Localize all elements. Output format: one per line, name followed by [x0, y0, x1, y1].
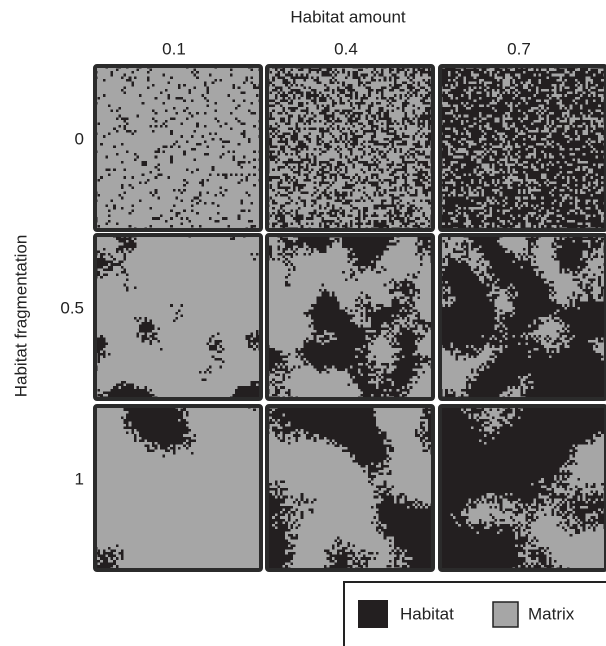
landscape-panel — [265, 233, 435, 401]
habitat-area — [440, 66, 606, 230]
row-axis-title: Habitat fragmentation — [11, 235, 30, 398]
column-label: 0.7 — [507, 39, 531, 58]
panel-border — [438, 404, 606, 572]
column-label: 0.1 — [162, 39, 186, 58]
panel-border — [265, 64, 435, 232]
legend-swatch-habitat — [358, 600, 388, 628]
habitat-area — [95, 235, 262, 399]
panel-border — [265, 233, 435, 401]
legend-frame — [343, 581, 606, 646]
panel-border — [93, 404, 263, 572]
row-label: 0 — [75, 129, 84, 148]
landscape-panel — [93, 64, 263, 232]
habitat-area — [267, 406, 434, 570]
landscape-panel — [438, 404, 606, 572]
legend-label: Habitat — [400, 604, 454, 623]
row-label: 1 — [75, 469, 84, 488]
habitat-area — [440, 406, 606, 570]
habitat-area — [95, 406, 256, 570]
legend-swatch-matrix — [492, 601, 519, 628]
legend-label: Matrix — [528, 604, 575, 623]
landscape-panel — [265, 64, 435, 232]
row-label: 0.5 — [60, 298, 84, 317]
panel-border — [93, 233, 263, 401]
habitat-area — [440, 235, 606, 399]
legend: Habitat Matrix — [343, 581, 606, 646]
landscape-panel — [93, 233, 263, 401]
landscape-panel — [265, 404, 435, 572]
column-label: 0.4 — [334, 39, 358, 58]
habitat-area — [267, 66, 434, 230]
landscape-panel — [93, 404, 263, 572]
panel-border — [265, 404, 435, 572]
habitat-area — [95, 66, 261, 230]
column-axis-title: Habitat amount — [290, 7, 406, 26]
landscape-panel — [438, 64, 606, 232]
panel-grid — [93, 64, 606, 572]
habitat-area — [267, 235, 434, 399]
panel-border — [438, 233, 606, 401]
panel-border — [93, 64, 263, 232]
landscape-panel — [438, 233, 606, 401]
panel-border — [438, 64, 606, 232]
